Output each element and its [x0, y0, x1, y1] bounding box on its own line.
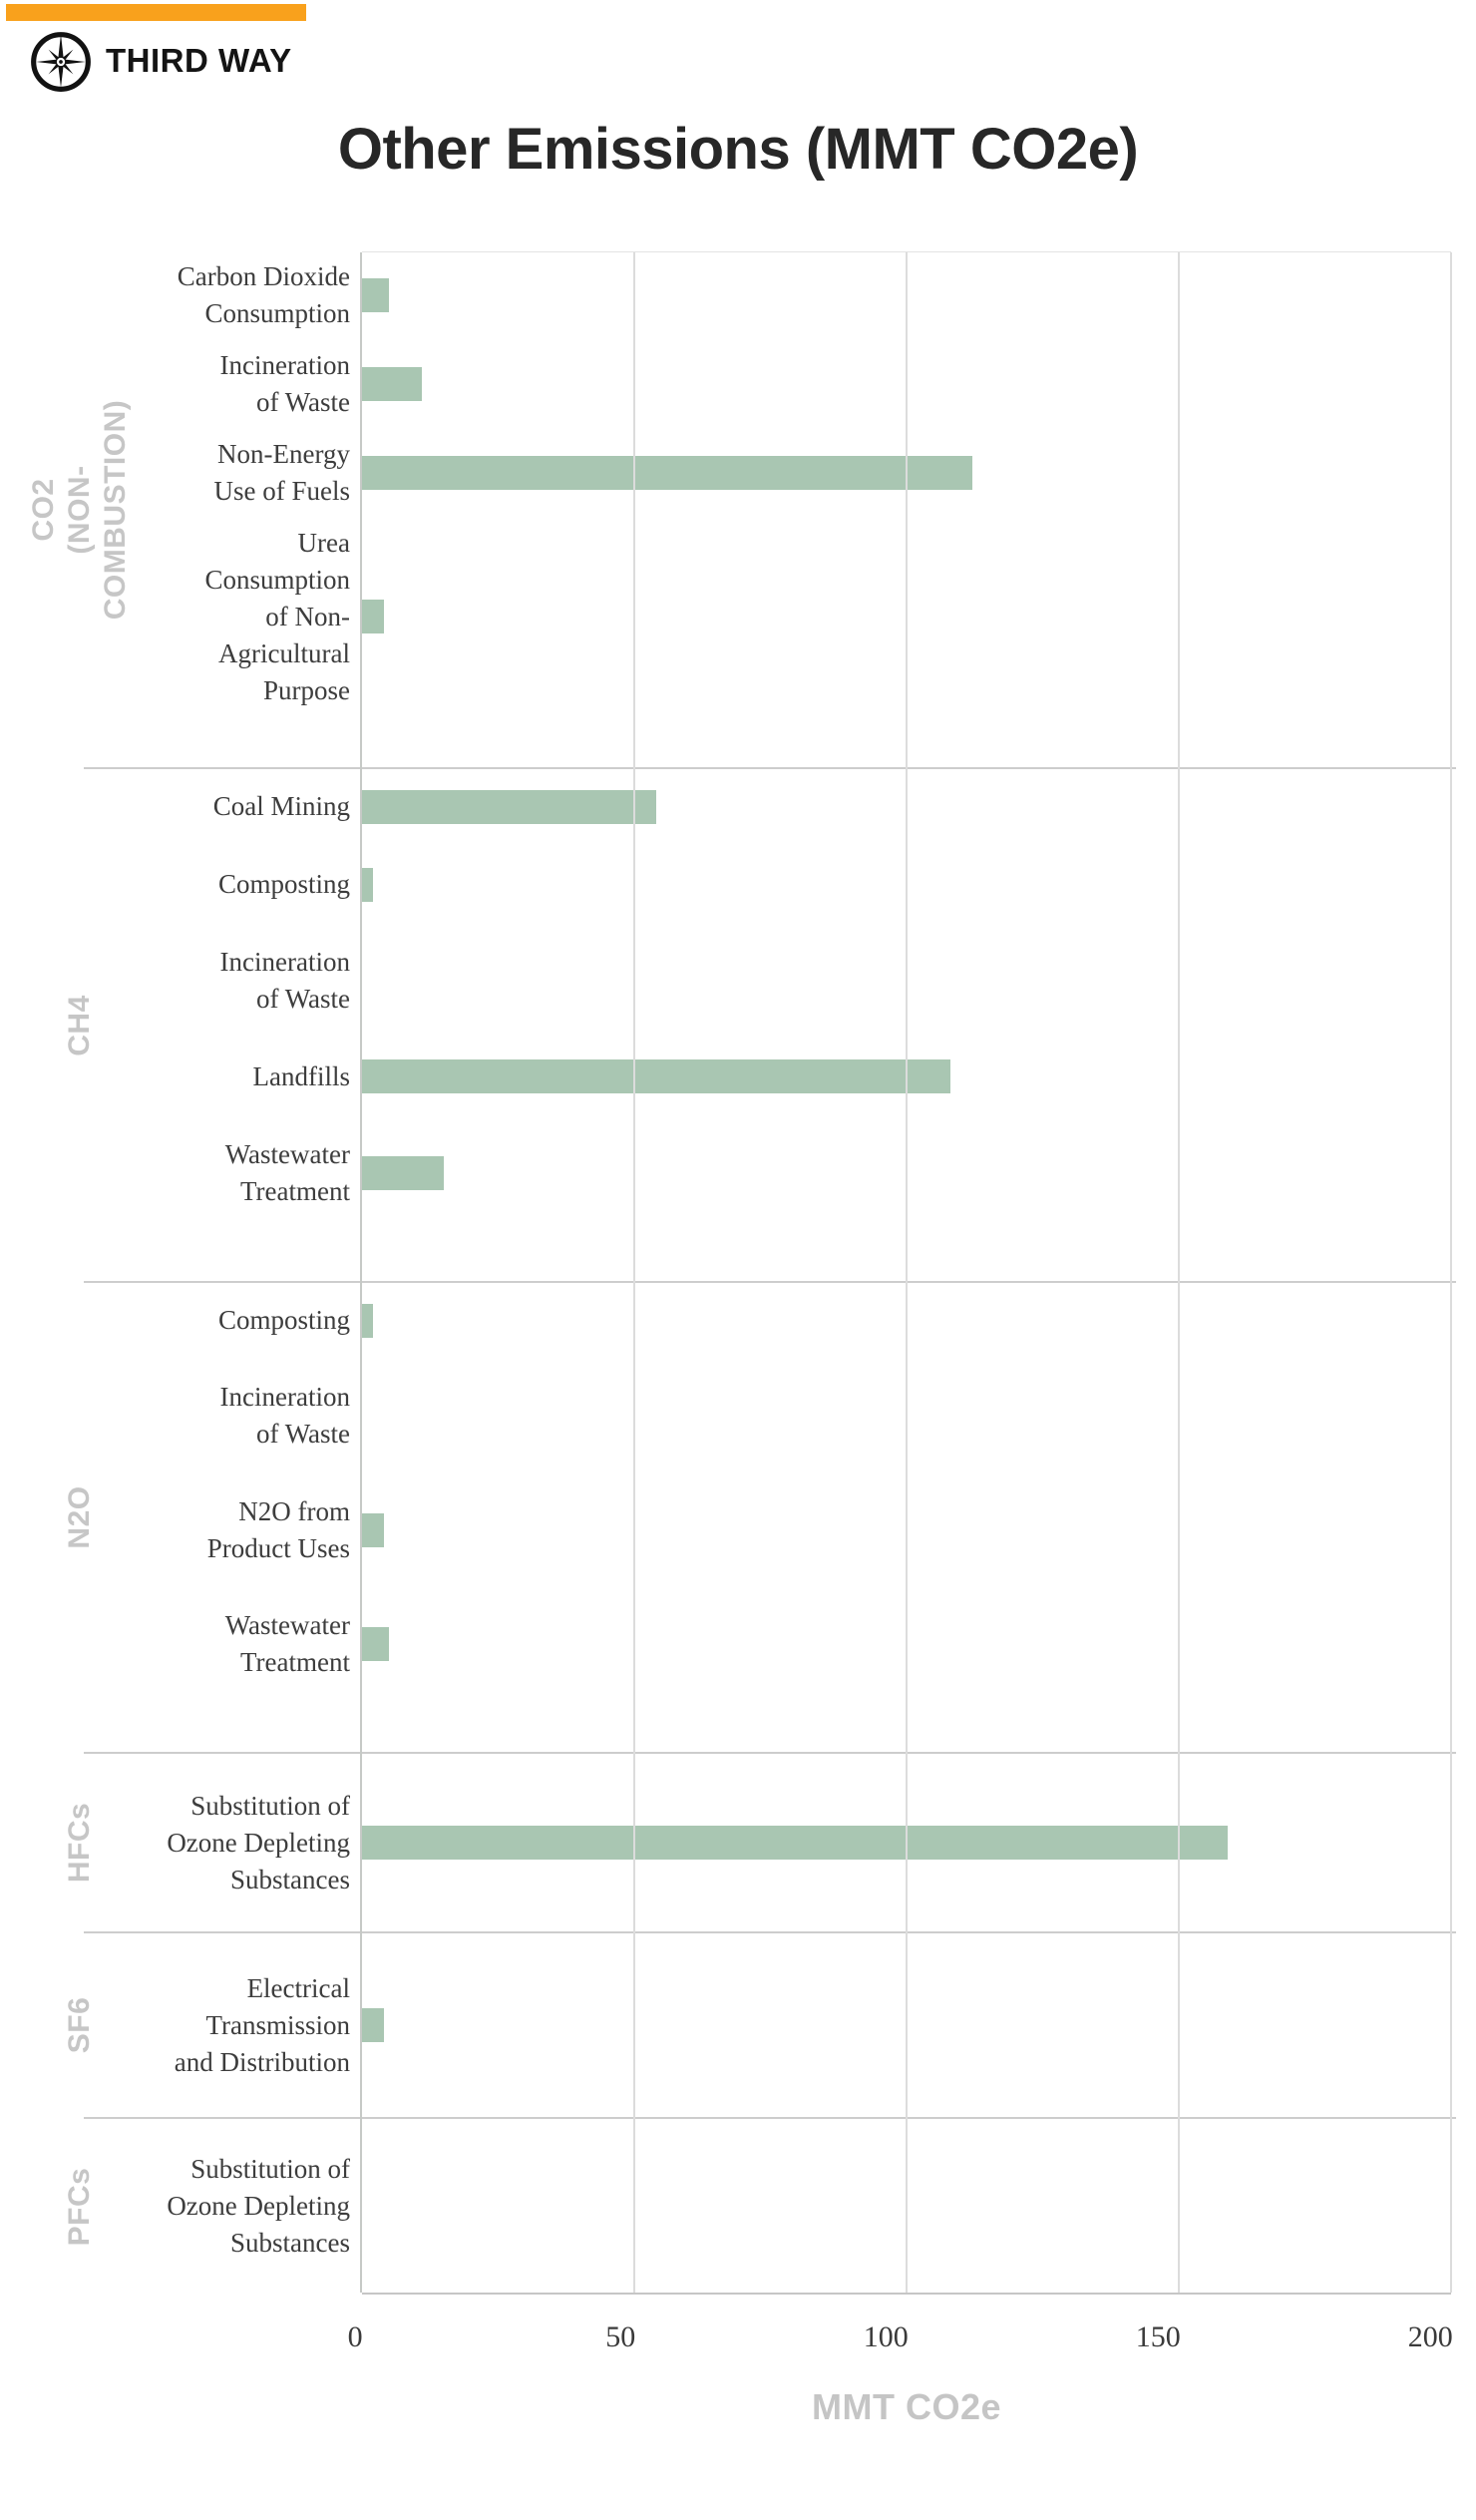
gas-group-label-cell: PFCs	[0, 2118, 160, 2295]
value-bar	[362, 1626, 390, 1661]
bar-zone	[362, 278, 1451, 313]
value-bar	[362, 1155, 444, 1190]
category-label: Incineration of Waste	[219, 946, 350, 1014]
gas-group-rows: Coal Mining Composting Incineration of Was…	[160, 768, 1476, 1282]
value-bar	[362, 1303, 373, 1338]
gas-group-label: HFCs	[63, 1802, 96, 1884]
category-label: Incineration of Waste	[219, 1382, 350, 1450]
category-label: Composting	[217, 1305, 350, 1336]
gas-group-rows: Substitution of Ozone Depleting Substanc…	[160, 1753, 1476, 1932]
gas-group-label: N2O	[63, 1485, 96, 1549]
bar-zone	[362, 1826, 1451, 1860]
bar-zone	[362, 1399, 1451, 1433]
category-row: Composting	[160, 866, 1476, 903]
value-bar	[362, 867, 373, 902]
gas-group-label-cell: CO2 (NON-COMBUSTION)	[0, 251, 160, 768]
category-row: N2O from Product Uses	[160, 1493, 1476, 1567]
brand-logo: THIRD WAY	[28, 28, 292, 94]
gas-group-rows: Electrical Transmission and Distribution	[160, 1932, 1476, 2118]
x-tick-label: 50	[605, 2320, 636, 2353]
bar-zone	[362, 1512, 1451, 1547]
gas-group-label-cell: N2O	[0, 1282, 160, 1753]
category-label: Urea Consumption of Non-Agricultural Pur…	[204, 527, 350, 705]
category-label: Electrical Transmission and Distribution	[174, 1972, 350, 2077]
category-row: Urea Consumption of Non-Agricultural Pur…	[160, 525, 1476, 709]
bar-zone	[362, 867, 1451, 902]
gas-group-band: HFCs Substitution of Ozone Depleting Subs…	[0, 1753, 1476, 1933]
bar-zone	[362, 367, 1451, 402]
x-axis-ticks: 0 50 100 150 200	[348, 2295, 1453, 2364]
compass-star-icon	[31, 32, 91, 92]
bar-zone	[362, 1303, 1451, 1338]
value-bar	[362, 789, 656, 824]
category-label: Incineration of Waste	[219, 350, 350, 418]
gas-group-label-cell: CH4	[0, 768, 160, 1282]
category-row: Non-Energy Use of Fuels	[160, 436, 1476, 510]
bar-zone	[362, 1059, 1451, 1094]
gas-group-label: SF6	[63, 1996, 96, 2054]
x-axis-label: MMT CO2e	[811, 2386, 1001, 2427]
chart-title: Other Emissions (MMT CO2e)	[337, 117, 1139, 182]
value-bar	[362, 455, 972, 490]
value-bar	[362, 278, 390, 313]
brand-accent-bar	[6, 4, 306, 21]
gas-group-label: PFCs	[63, 2167, 96, 2246]
category-label: Non-Energy Use of Fuels	[213, 438, 351, 506]
bar-zone	[362, 789, 1451, 824]
gas-group-band: N2O Composting Incineration of Waste N2O fr…	[0, 1282, 1476, 1754]
category-label: Wastewater Treatment	[224, 1138, 350, 1206]
gas-group-rows: Composting Incineration of Waste N2O from …	[160, 1282, 1476, 1753]
category-label: Carbon Dioxide Consumption	[177, 261, 350, 329]
bar-zone	[362, 600, 1451, 634]
gas-group-label: CH4	[63, 994, 96, 1056]
gas-group-label: CO2 (NON-COMBUSTION)	[27, 399, 132, 621]
gas-group-band: CH4 Coal Mining Composting Incineration of …	[0, 768, 1476, 1283]
category-row: Wastewater Treatment	[160, 1607, 1476, 1681]
gas-group-band: PFCs Substitution of Ozone Depleting Subs…	[0, 2118, 1476, 2295]
category-row: Electrical Transmission and Distribution	[160, 1970, 1476, 2081]
x-tick-label: 150	[1135, 2320, 1181, 2353]
category-row: Carbon Dioxide Consumption	[160, 258, 1476, 332]
category-label: Composting	[217, 869, 350, 900]
category-row: Wastewater Treatment	[160, 1136, 1476, 1210]
x-tick-label: 0	[347, 2320, 363, 2353]
bar-zone	[362, 1626, 1451, 1661]
category-row: Composting	[160, 1302, 1476, 1339]
category-row: Incineration of Waste	[160, 1379, 1476, 1453]
bar-zone	[362, 2008, 1451, 2042]
bar-zone	[362, 455, 1451, 490]
category-label: N2O from Product Uses	[206, 1495, 350, 1563]
category-row: Incineration of Waste	[160, 347, 1476, 421]
category-label: Coal Mining	[212, 791, 350, 822]
category-row: Coal Mining	[160, 788, 1476, 825]
bar-zone	[362, 1155, 1451, 1190]
gas-group-band: SF6 Electrical Transmission and Distribut…	[0, 1932, 1476, 2119]
bar-zone	[362, 964, 1451, 998]
category-row: Incineration of Waste	[160, 944, 1476, 1018]
gas-group-rows: Carbon Dioxide Consumption Incineration o…	[160, 251, 1476, 768]
category-label: Landfills	[252, 1060, 350, 1091]
category-label: Substitution of Ozone Depleting Substanc…	[167, 1790, 350, 1894]
gas-group-label-cell: HFCs	[0, 1753, 160, 1932]
value-bar	[362, 1512, 384, 1547]
x-tick-label: 100	[863, 2320, 909, 2353]
gas-group-band: CO2 (NON-COMBUSTION) Carbon Dioxide Consu…	[0, 251, 1476, 769]
value-bar	[362, 2008, 384, 2042]
gas-group-rows: Substitution of Ozone Depleting Substanc…	[160, 2118, 1476, 2295]
category-label: Substitution of Ozone Depleting Substanc…	[167, 2154, 350, 2258]
value-bar	[362, 367, 423, 402]
category-row: Landfills	[160, 1058, 1476, 1095]
bar-zone	[362, 2190, 1451, 2224]
value-bar	[362, 1059, 950, 1094]
value-bar	[362, 600, 384, 634]
x-tick-label: 200	[1407, 2320, 1453, 2353]
brand-name: THIRD WAY	[106, 42, 292, 79]
category-row: Substitution of Ozone Depleting Substanc…	[160, 1788, 1476, 1898]
emissions-bar-chart: CO2 (NON-COMBUSTION) Carbon Dioxide Consu…	[0, 251, 1476, 2295]
value-bar	[362, 1826, 1229, 1860]
chart-groups: CO2 (NON-COMBUSTION) Carbon Dioxide Consu…	[0, 251, 1476, 2295]
category-label: Wastewater Treatment	[224, 1609, 350, 1677]
gas-group-label-cell: SF6	[0, 1932, 160, 2118]
category-row: Substitution of Ozone Depleting Substanc…	[160, 2151, 1476, 2262]
